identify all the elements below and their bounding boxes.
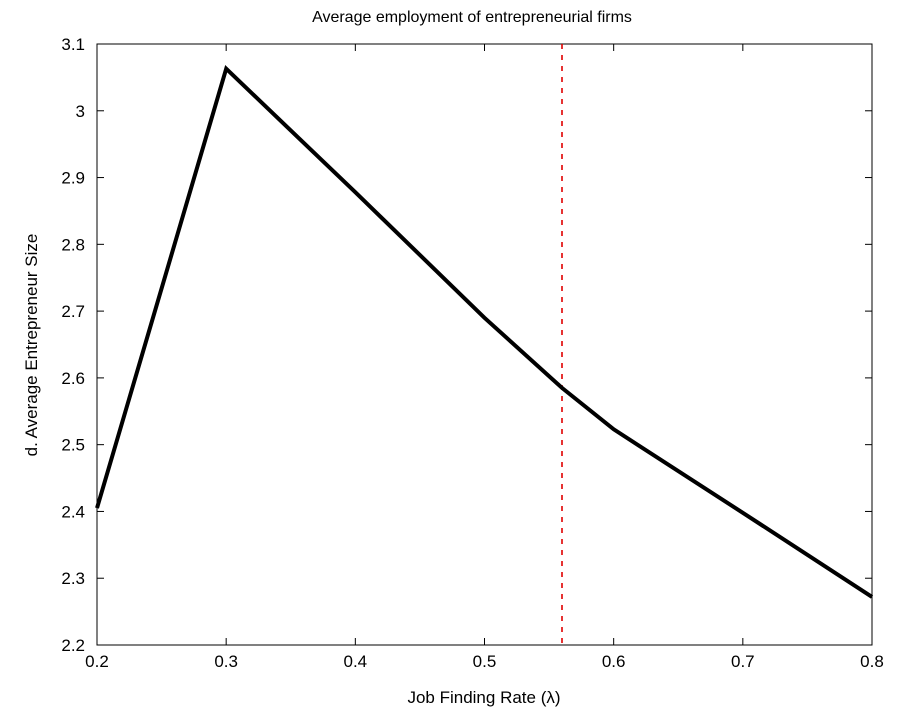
y-tick-label: 2.6 (61, 369, 85, 388)
plot-area: 0.2 0.3 0.4 0.5 0.6 0.7 0.8 2.2 2.3 2.4 2.5 2.6 2.7 2… (61, 35, 883, 671)
x-tick-label: 0.5 (473, 652, 497, 671)
y-tick-label: 2.2 (61, 636, 85, 655)
y-axis-label: d. Average Entrepreneur Size (22, 234, 41, 457)
x-tick-label: 0.4 (344, 652, 368, 671)
plot-frame (96, 43, 873, 646)
y-tick-label: 3.1 (61, 35, 85, 54)
y-tick-label: 2.9 (61, 169, 85, 188)
x-tick-label: 0.6 (602, 652, 626, 671)
y-tick-label: 2.3 (61, 569, 85, 588)
x-tick-label: 0.3 (214, 652, 238, 671)
series-line (95, 64, 874, 599)
x-tick-label: 0.7 (731, 652, 755, 671)
y-tick-label: 2.4 (61, 502, 85, 521)
x-tick-label: 0.8 (860, 652, 884, 671)
x-tick-label: 0.2 (85, 652, 109, 671)
y-tick-label: 2.5 (61, 436, 85, 455)
y-tick-label: 3 (76, 102, 85, 121)
y-tick-label: 2.8 (61, 235, 85, 254)
x-axis-label: Job Finding Rate (λ) (407, 688, 560, 707)
y-tick-label: 2.7 (61, 302, 85, 321)
chart-title: Average employment of entrepreneurial fi… (312, 9, 632, 26)
